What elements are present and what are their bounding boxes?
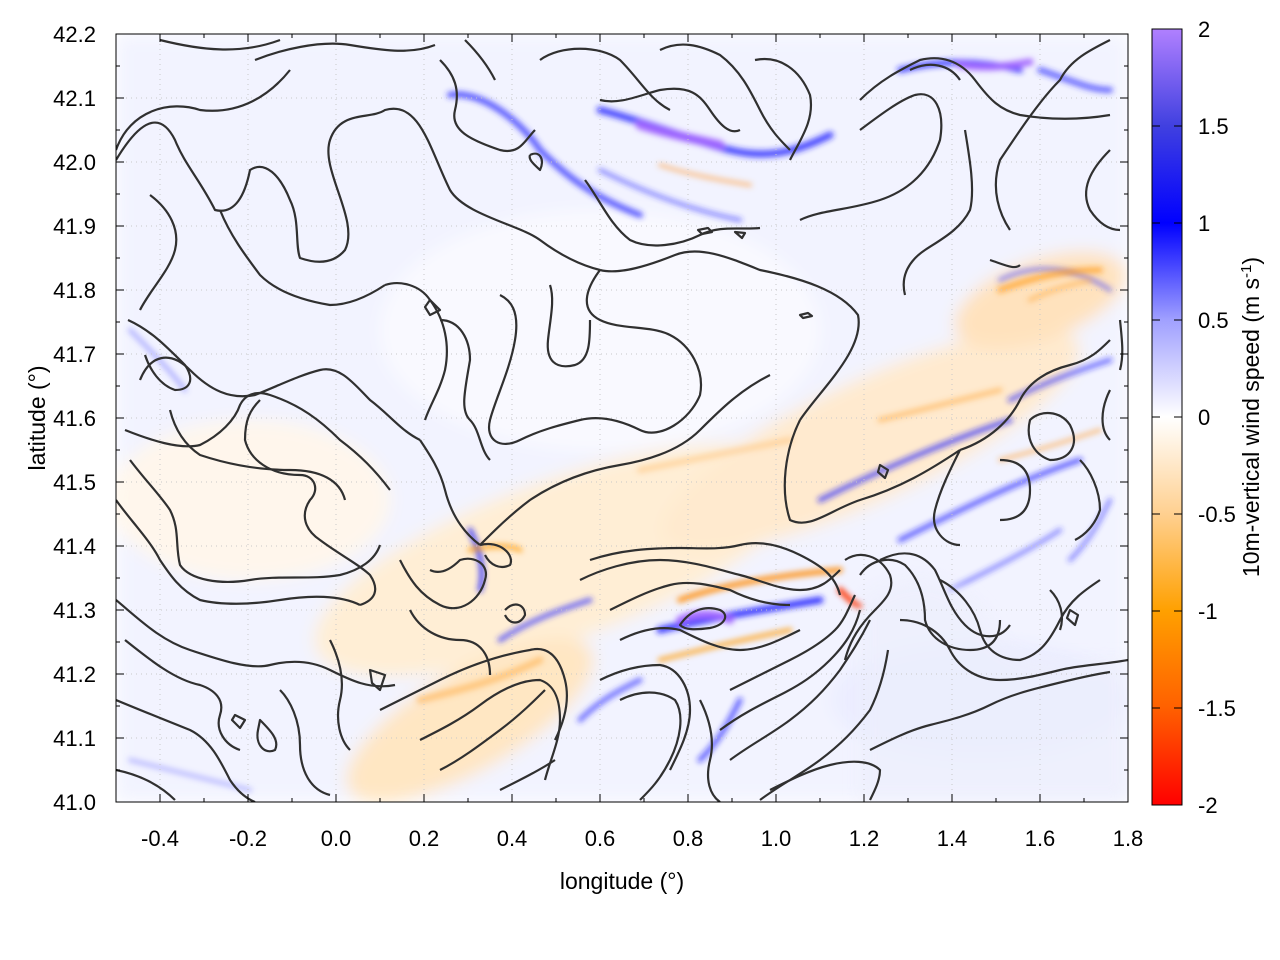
colorbar-tick-label: -1.5	[1198, 696, 1236, 721]
x-tick-label: 1.2	[849, 826, 880, 851]
x-tick-label: -0.4	[141, 826, 179, 851]
colorbar-tick-label: 1.5	[1198, 114, 1229, 139]
colorbar-tick-label: 2	[1198, 17, 1210, 42]
y-tick-label: 41.7	[53, 342, 96, 367]
y-tick-label: 41.0	[53, 790, 96, 815]
y-tick-label: 41.3	[53, 598, 96, 623]
colorbar-tick-label: 1	[1198, 211, 1210, 236]
y-tick-label: 41.9	[53, 214, 96, 239]
updraft-streaks	[128, 58, 1113, 792]
x-tick-labels: -0.4 -0.2 0.0 0.2 0.4 0.6 0.8 1.0 1.2 1.4 1.6 1.8	[141, 826, 1143, 851]
plot-area	[115, 33, 1129, 803]
x-tick-label: 1.6	[1025, 826, 1056, 851]
y-tick-label: 42.0	[53, 150, 96, 175]
x-tick-label: 1.0	[761, 826, 792, 851]
colorbar-tick-label: -0.5	[1198, 502, 1236, 527]
y-axis-label: latitude (°)	[24, 365, 50, 470]
x-axis-label: longitude (°)	[560, 868, 684, 894]
x-tick-label: 1.8	[1113, 826, 1144, 851]
axis-ticks	[115, 33, 1129, 803]
terrain-contours	[116, 38, 1128, 802]
colorbar-tick-label: -1	[1198, 599, 1218, 624]
x-tick-label: 0.6	[585, 826, 616, 851]
y-tick-label: 41.6	[53, 406, 96, 431]
y-tick-label: 42.1	[53, 86, 96, 111]
x-tick-label: 0.8	[673, 826, 704, 851]
colorbar-tick-label: 0.5	[1198, 308, 1229, 333]
y-tick-label: 41.4	[53, 534, 96, 559]
colorbar: 2 1.5 1 0.5 0 -0.5 -1 -1.5 -2	[1151, 17, 1236, 818]
colorbar-tick-label: -2	[1198, 793, 1218, 818]
y-tick-label: 41.1	[53, 726, 96, 751]
downdraft-streaks	[416, 163, 1103, 704]
y-tick-labels: 41.0 41.1 41.2 41.3 41.4 41.5 41.6 41.7 41.8 41.9…	[53, 22, 96, 815]
y-tick-label: 41.8	[53, 278, 96, 303]
x-tick-label: 0.2	[409, 826, 440, 851]
y-tick-label: 41.2	[53, 662, 96, 687]
x-tick-label: 0.0	[321, 826, 352, 851]
colorbar-tick-label: 0	[1198, 405, 1210, 430]
y-tick-label: 41.5	[53, 470, 96, 495]
x-tick-label: 1.4	[937, 826, 968, 851]
colorbar-label: 10m-vertical wind speed (m s-1)	[1238, 257, 1264, 577]
x-tick-label: -0.2	[229, 826, 267, 851]
x-tick-label: 0.4	[497, 826, 528, 851]
y-tick-label: 42.2	[53, 22, 96, 47]
colorbar-ticks: 2 1.5 1 0.5 0 -0.5 -1 -1.5 -2	[1152, 17, 1236, 818]
